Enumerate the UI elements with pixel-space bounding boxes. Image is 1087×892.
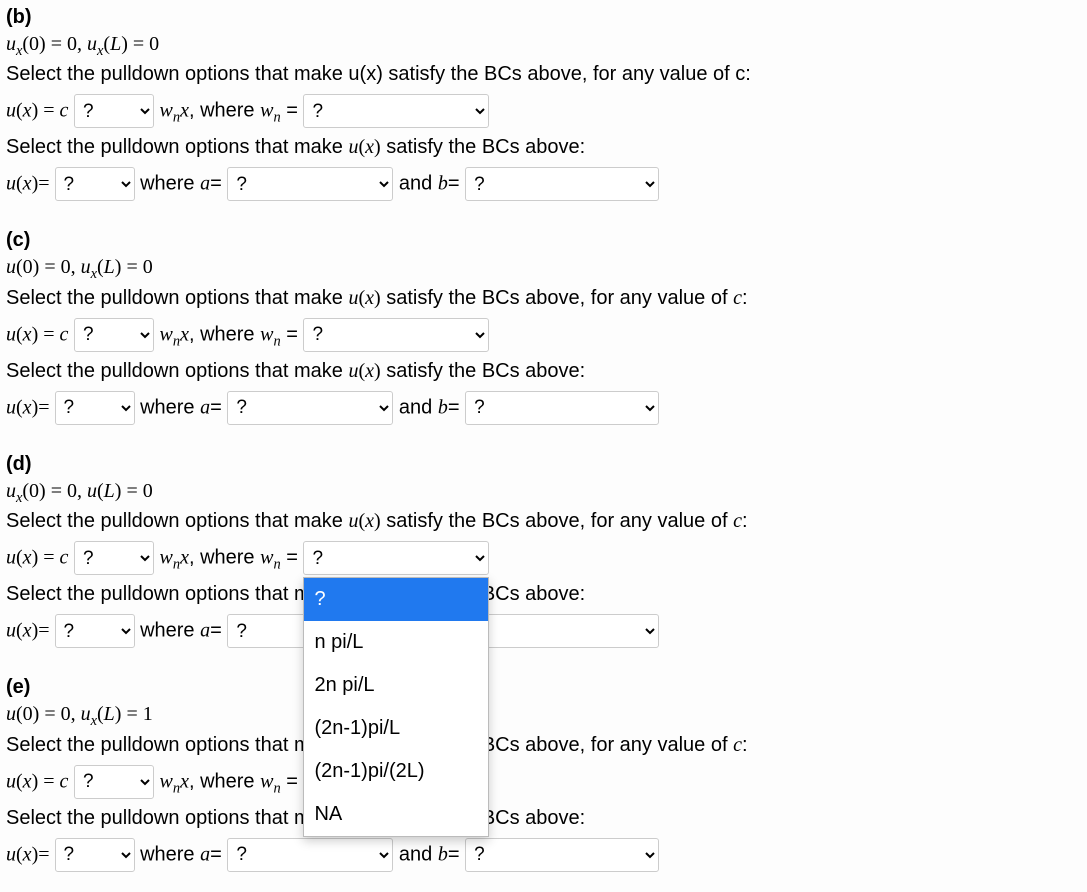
select-b-form[interactable]: ? — [55, 167, 135, 201]
row-d-1: u(x) = c ? wnx, where wn = ? ?n pi/L2n p… — [6, 541, 1081, 575]
part-e: (e) u(0) = 0, ux(L) = 1 Select the pulld… — [6, 674, 1081, 871]
select-d-wn[interactable]: ? — [303, 541, 489, 575]
wn-option[interactable]: (2n-1)pi/(2L) — [304, 750, 488, 793]
select-c-b[interactable]: ? — [465, 391, 659, 425]
bc-line-c: u(0) = 0, ux(L) = 0 — [6, 254, 1081, 284]
prompt-c-b: Select the pulldown options that make u(… — [6, 61, 1081, 88]
prompt-plain-c: Select the pulldown options that make u(… — [6, 358, 1081, 385]
part-d: (d) ux(0) = 0, u(L) = 0 Select the pulld… — [6, 451, 1081, 648]
wn-option[interactable]: 2n pi/L — [304, 664, 488, 707]
prompt-c-c: Select the pulldown options that make u(… — [6, 285, 1081, 312]
bc-line-d: ux(0) = 0, u(L) = 0 — [6, 478, 1081, 508]
select-e-form[interactable]: ? — [55, 838, 135, 872]
row-c-2: u(x)= ? where a= ? and b= ? — [6, 391, 1081, 425]
select-c-wn[interactable]: ? — [303, 318, 489, 352]
row-e-2: u(x)= ? where a= ? and b= ? — [6, 838, 1081, 872]
part-c: (c) u(0) = 0, ux(L) = 0 Select the pulld… — [6, 227, 1081, 424]
select-b-wn[interactable]: ? — [303, 94, 489, 128]
wn-dropdown-open[interactable]: ?n pi/L2n pi/L(2n-1)pi/L(2n-1)pi/(2L)NA — [303, 577, 489, 837]
select-b-func[interactable]: ? — [74, 94, 154, 128]
select-c-a[interactable]: ? — [227, 391, 393, 425]
prompt-c-e: Select the pulldown options that make u(… — [6, 732, 1081, 759]
select-d-func[interactable]: ? — [74, 541, 154, 575]
row-d-2: u(x)= ? where a= ? and b= ? — [6, 614, 1081, 648]
part-b: (b) ux(0) = 0, ux(L) = 0 Select the pull… — [6, 4, 1081, 201]
select-e-b[interactable]: ? — [465, 838, 659, 872]
row-b-2: u(x)= ? where a= ? and b= ? — [6, 167, 1081, 201]
wn-option[interactable]: (2n-1)pi/L — [304, 707, 488, 750]
where-wn-b: , where — [189, 100, 260, 122]
part-label-e: (e) — [6, 674, 1081, 701]
bc-line-e: u(0) = 0, ux(L) = 1 — [6, 701, 1081, 731]
part-label-d: (d) — [6, 451, 1081, 478]
prompt-plain-b: Select the pulldown options that make u(… — [6, 134, 1081, 161]
row-b-1: u(x) = c ? wnx, where wn = ? — [6, 94, 1081, 128]
prompt-plain-d: Select the pulldown options that make u(… — [6, 581, 1081, 608]
prompt-c-d: Select the pulldown options that make u(… — [6, 508, 1081, 535]
select-c-func[interactable]: ? — [74, 318, 154, 352]
select-e-a[interactable]: ? — [227, 838, 393, 872]
select-b-b[interactable]: ? — [465, 167, 659, 201]
bc-line-b: ux(0) = 0, ux(L) = 0 — [6, 31, 1081, 61]
wn-option[interactable]: NA — [304, 793, 488, 836]
select-e-func[interactable]: ? — [74, 765, 154, 799]
part-label-c: (c) — [6, 227, 1081, 254]
select-c-form[interactable]: ? — [55, 391, 135, 425]
select-d-form[interactable]: ? — [55, 614, 135, 648]
row-c-1: u(x) = c ? wnx, where wn = ? — [6, 318, 1081, 352]
wn-option[interactable]: ? — [304, 578, 488, 621]
part-label-b: (b) — [6, 4, 1081, 31]
wn-option[interactable]: n pi/L — [304, 621, 488, 664]
select-d-b[interactable]: ? — [465, 614, 659, 648]
prompt-plain-e: Select the pulldown options that make u(… — [6, 805, 1081, 832]
select-b-a[interactable]: ? — [227, 167, 393, 201]
row-e-1: u(x) = c ? wnx, where wn = ? — [6, 765, 1081, 799]
